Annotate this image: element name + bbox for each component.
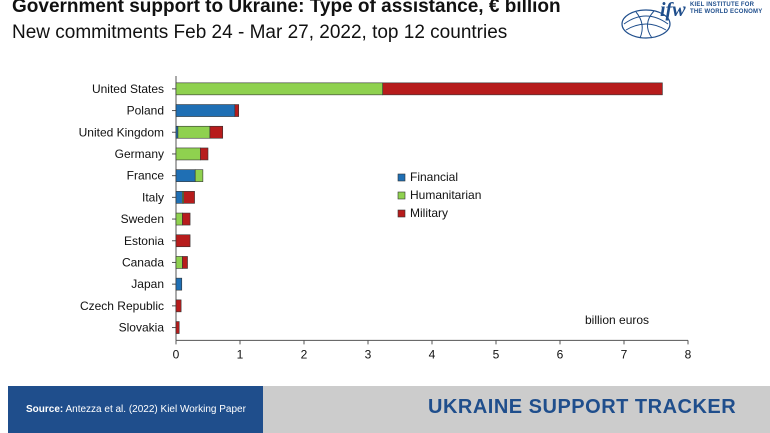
category-label: Canada xyxy=(122,255,164,269)
x-tick-label: 5 xyxy=(493,347,500,361)
bar-financial xyxy=(175,169,196,182)
bar-military xyxy=(182,212,191,226)
bar-military xyxy=(183,191,195,204)
bar-military xyxy=(175,321,180,334)
category-label: Germany xyxy=(115,147,164,161)
bar-humanitarian xyxy=(175,256,183,269)
bar-humanitarian xyxy=(175,82,384,96)
x-tick-label: 2 xyxy=(301,347,308,361)
bar-military xyxy=(200,147,209,161)
stacked-bar-chart: 0 1 2 3 4 5 6 7 8 United States Poland United Kingd… xyxy=(79,76,692,361)
legend-label: Financial xyxy=(410,170,458,184)
legend-swatch xyxy=(397,209,406,218)
x-tick-label: 0 xyxy=(173,347,180,361)
logo-text: KIEL INSTITUTE FOR THE WORLD ECONOMY xyxy=(690,2,763,15)
bar-financial xyxy=(175,191,183,204)
x-tick-label: 3 xyxy=(365,347,372,361)
category-label: Poland xyxy=(127,104,164,118)
kiel-institute-logo: ifw xyxy=(612,0,770,44)
bar-financial xyxy=(175,104,236,117)
source-note: Source: Antezza et al. (2022) Kiel Worki… xyxy=(26,404,246,415)
bar-humanitarian xyxy=(177,125,211,139)
bar-humanitarian xyxy=(175,147,201,161)
legend-swatch xyxy=(397,191,406,200)
legend-label: Military xyxy=(410,206,448,220)
bar-military xyxy=(382,82,663,96)
bar-military xyxy=(234,104,240,117)
page-title: Government support to Ukraine: Type of a… xyxy=(12,0,561,17)
x-tick-label: 6 xyxy=(557,347,564,361)
source-panel: Source: Antezza et al. (2022) Kiel Worki… xyxy=(8,386,263,433)
category-label: Estonia xyxy=(124,234,164,248)
footer-banner: Source: Antezza et al. (2022) Kiel Worki… xyxy=(0,386,770,433)
category-label: France xyxy=(127,169,165,183)
x-tick-label: 1 xyxy=(237,347,244,361)
bar-financial xyxy=(175,277,183,291)
category-label: United Kingdom xyxy=(79,125,164,139)
x-tick-label: 8 xyxy=(685,347,692,361)
bar-military xyxy=(182,256,188,269)
category-label: Italy xyxy=(142,190,164,204)
category-label: Sweden xyxy=(121,212,164,226)
x-tick-label: 7 xyxy=(621,347,628,361)
legend-swatch xyxy=(397,173,406,182)
logo-mark: ifw xyxy=(660,0,686,21)
tracker-title: UKRAINE SUPPORT TRACKER xyxy=(428,396,737,418)
x-tick-label: 4 xyxy=(429,347,436,361)
bar-military xyxy=(209,125,224,139)
legend-label: Humanitarian xyxy=(410,188,481,202)
category-label: United States xyxy=(92,82,164,96)
globe-icon xyxy=(621,9,671,39)
category-label: Japan xyxy=(131,277,164,291)
bar-humanitarian xyxy=(175,212,183,226)
page-subtitle: New commitments Feb 24 - Mar 27, 2022, t… xyxy=(12,22,508,43)
bar-humanitarian xyxy=(194,169,204,182)
bar-military xyxy=(175,299,182,313)
category-label: Slovakia xyxy=(119,321,165,335)
tracker-panel xyxy=(263,386,770,433)
bar-military xyxy=(175,234,191,248)
category-label: Czech Republic xyxy=(80,299,164,313)
x-axis-label: billion euros xyxy=(585,313,649,327)
